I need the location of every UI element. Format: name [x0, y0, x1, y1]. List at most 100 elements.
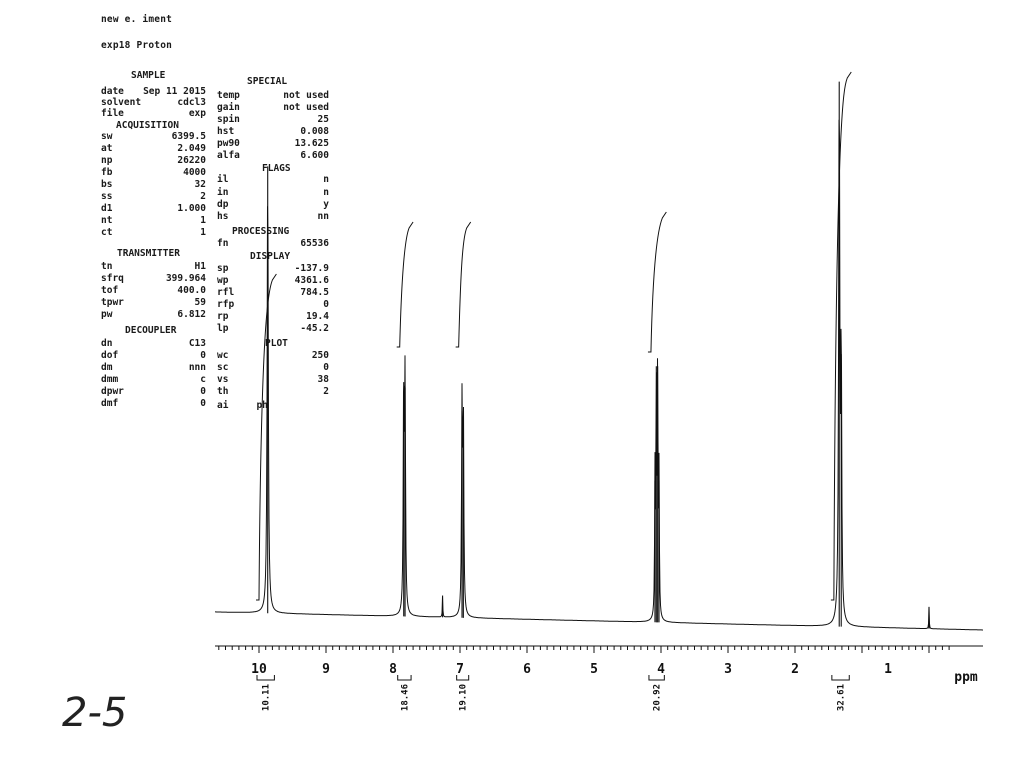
param-value: 32: [194, 179, 206, 190]
param-row-ss: ss 2: [101, 191, 206, 202]
param-value: not used: [283, 90, 329, 101]
param-value: 26220: [177, 155, 206, 166]
param-row-dp: dp y: [217, 199, 329, 210]
param-value: 13.625: [294, 138, 329, 149]
param-value: 784.5: [300, 287, 329, 298]
param-value: c: [200, 374, 206, 385]
param-value: 0: [323, 362, 329, 373]
param-key: dp: [217, 199, 229, 210]
integral-traces: [256, 71, 852, 601]
param-value: 1: [200, 215, 206, 226]
param-value: 2: [323, 386, 329, 397]
param-row-sfrq: sfrq 399.964: [101, 273, 206, 284]
param-row-solvent: solvent cdcl3: [101, 97, 206, 108]
param-row-d1: d1 1.000: [101, 203, 206, 214]
param-row-lp: lp -45.2: [217, 323, 329, 334]
integral-bracket: [648, 675, 665, 681]
param-key: np: [101, 155, 113, 166]
integral-curve: [455, 221, 472, 348]
param-key: date: [101, 86, 124, 97]
param-value: 6.600: [300, 150, 329, 161]
param-row-dn: dn C13: [101, 338, 206, 349]
section-heading-plot: PLOT: [265, 338, 288, 349]
param-row-at: at 2.049: [101, 143, 206, 154]
param-row-alfa: alfa 6.600: [217, 150, 329, 161]
param-key: d1: [101, 203, 113, 214]
tick-label: 9: [322, 662, 330, 677]
param-row-date: date Sep 11 2015: [101, 86, 206, 97]
param-value: 0: [200, 398, 206, 409]
param-row-hs: hs nn: [217, 211, 329, 222]
param-row-ct: ct 1: [101, 227, 206, 238]
param-key: dn: [101, 338, 113, 349]
experiment-name: exp18 Proton: [101, 40, 173, 51]
param-key: rp: [217, 311, 229, 322]
param-key: dof: [101, 350, 119, 361]
param-value: n: [323, 187, 329, 198]
param-key: rfp: [217, 299, 235, 310]
param-value: exp: [188, 108, 206, 119]
param-row-il: il n: [217, 174, 329, 185]
param-key: tn: [101, 261, 113, 272]
param-row-gain: gain not used: [217, 102, 329, 113]
integral-bracket: [831, 675, 850, 681]
param-value: y: [323, 199, 329, 210]
param-key: dmf: [101, 398, 119, 409]
param-value: nn: [317, 211, 329, 222]
param-row-dmf: dmf 0: [101, 398, 206, 409]
param-key: nt: [101, 215, 113, 226]
param-row-dmm: dmm c: [101, 374, 206, 385]
param-row-in: in n: [217, 187, 329, 198]
param-value: 4000: [183, 167, 206, 178]
section-heading-transmitter: TRANSMITTER: [117, 248, 180, 259]
param-row-temp: temp not used: [217, 90, 329, 101]
param-key: tof: [101, 285, 119, 296]
tick-label: 2: [791, 662, 799, 677]
param-value: 1: [200, 227, 206, 238]
tick-label: 5: [590, 662, 598, 677]
param-value: 1.000: [177, 203, 206, 214]
param-value: 0.008: [300, 126, 329, 137]
param-value: -137.9: [294, 263, 329, 274]
param-key: spin: [217, 114, 240, 125]
tick-label: 7: [456, 662, 464, 677]
param-key: sc: [217, 362, 229, 373]
integral-bracket: [256, 675, 275, 681]
param-row-th: th 2: [217, 386, 329, 397]
param-key: alfa: [217, 150, 240, 161]
section-heading-special: SPECIAL: [247, 76, 288, 87]
param-value: 0: [323, 299, 329, 310]
param-key: at: [101, 143, 113, 154]
tick-label: 8: [389, 662, 397, 677]
param-value: not used: [283, 102, 329, 113]
integral-value-label: 20.92: [653, 684, 663, 711]
section-heading-decoupler: DECOUPLER: [125, 325, 177, 336]
param-row-hst: hst 0.008: [217, 126, 329, 137]
param-key: pw: [101, 309, 113, 320]
experiment-title: new e. iment: [101, 14, 173, 25]
param-key: wp: [217, 275, 229, 286]
tick-label: 10: [251, 662, 267, 677]
param-value: 6.812: [177, 309, 206, 320]
param-row-sw: sw 6399.5: [101, 131, 206, 142]
integral-labels: 10.11 18.46 19.10 20.92 32.61: [256, 675, 850, 711]
param-row-fb: fb 4000: [101, 167, 206, 178]
section-heading-acquisition: ACQUISITION: [116, 120, 179, 131]
param-value: 6399.5: [171, 131, 206, 142]
section-heading-flags: FLAGS: [262, 163, 291, 174]
param-key: ct: [101, 227, 113, 238]
spectrum-trace: [215, 81, 983, 631]
param-row-tpwr: tpwr 59: [101, 297, 206, 308]
param-key: rfl: [217, 287, 235, 298]
param-key: lp: [217, 323, 229, 334]
handwritten-sample-label: 2-5: [62, 690, 128, 736]
param-key: vs: [217, 374, 229, 385]
param-row-sp: sp -137.9: [217, 263, 329, 274]
param-row-spin: spin 25: [217, 114, 329, 125]
param-key: th: [217, 386, 229, 397]
param-key: hs: [217, 211, 229, 222]
param-key: hst: [217, 126, 235, 137]
param-key: il: [217, 174, 229, 185]
param-key: pw90: [217, 138, 240, 149]
